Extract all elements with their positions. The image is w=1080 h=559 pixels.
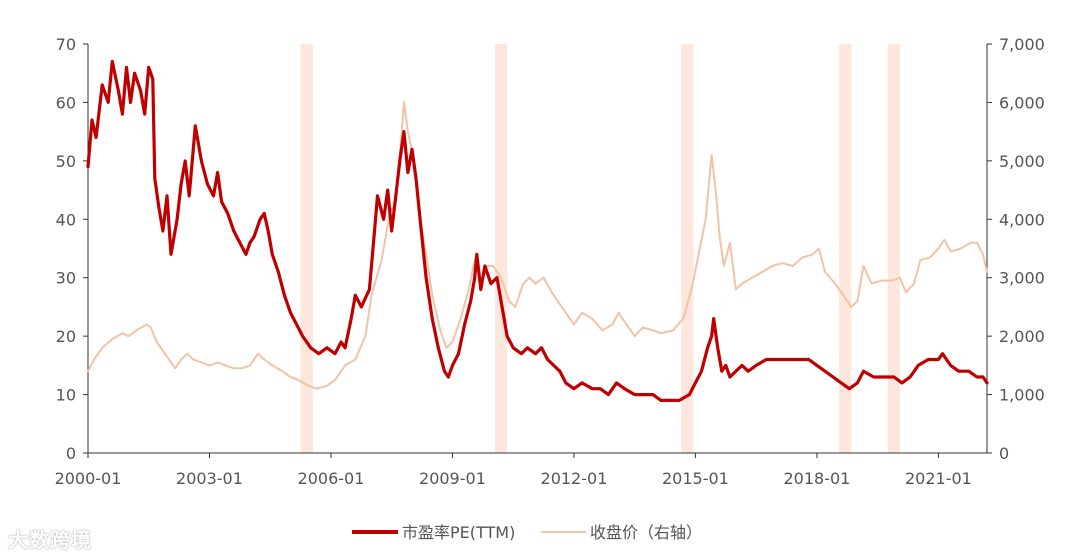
legend-label-1: 收盘价（右轴） xyxy=(590,523,702,542)
highlight-bands xyxy=(300,44,900,453)
chart-legend: 市盈率PE(TTM) 收盘价（右轴） xyxy=(352,523,702,542)
chart-axes xyxy=(83,43,992,458)
watermark-logo: 大数跨境 xyxy=(8,528,92,552)
close-price-series-line xyxy=(87,101,988,390)
highlight-band-0 xyxy=(300,44,313,453)
right-tick-label: 5,000 xyxy=(999,152,1045,171)
x-tick-label: 2021-01 xyxy=(905,469,972,488)
right-tick-label: 7,000 xyxy=(999,35,1045,54)
x-tick-label: 2000-01 xyxy=(55,469,122,488)
highlight-band-4 xyxy=(887,44,900,453)
left-tick-label: 50 xyxy=(56,152,76,171)
legend-label-0: 市盈率PE(TTM) xyxy=(402,523,515,542)
left-tick-label: 0 xyxy=(66,444,76,463)
left-tick-label: 30 xyxy=(56,269,76,288)
x-tick-label: 2003-01 xyxy=(176,469,243,488)
pe-ttm-series-line xyxy=(86,59,989,402)
series-lines xyxy=(86,59,989,402)
right-tick-label: 0 xyxy=(999,444,1009,463)
x-tick-label: 2015-01 xyxy=(662,469,729,488)
right-tick-label: 2,000 xyxy=(999,327,1045,346)
highlight-band-3 xyxy=(839,44,852,453)
right-tick-label: 3,000 xyxy=(999,269,1045,288)
highlight-band-2 xyxy=(681,44,694,453)
x-tick-label: 2006-01 xyxy=(298,469,365,488)
x-tick-label: 2018-01 xyxy=(783,469,850,488)
x-tick-label: 2012-01 xyxy=(541,469,608,488)
right-tick-label: 1,000 xyxy=(999,386,1045,405)
left-tick-label: 40 xyxy=(56,210,76,229)
right-tick-label: 4,000 xyxy=(999,210,1045,229)
right-tick-label: 6,000 xyxy=(999,93,1045,112)
left-tick-label: 60 xyxy=(56,93,76,112)
x-tick-label: 2009-01 xyxy=(419,469,486,488)
left-tick-label: 10 xyxy=(56,386,76,405)
left-tick-label: 20 xyxy=(56,327,76,346)
tick-labels: 0 10 20 30 40 50 60 70 0 1,000 2,000 3,000 4,000 5,00… xyxy=(55,35,1045,488)
highlight-band-1 xyxy=(494,44,508,453)
left-tick-label: 70 xyxy=(56,35,76,54)
